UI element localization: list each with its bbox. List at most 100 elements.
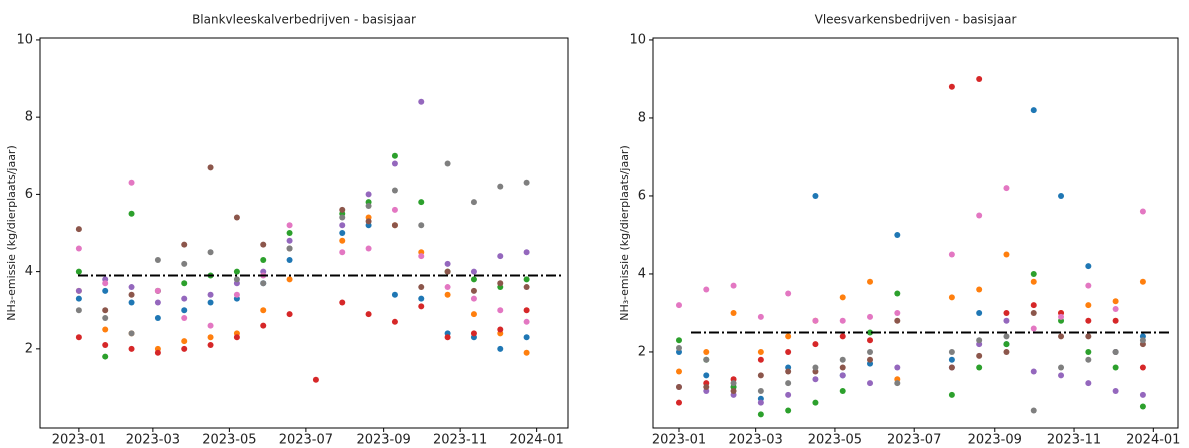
y-tick-label: 2 (25, 341, 33, 356)
data-point (867, 380, 874, 387)
data-point (894, 290, 901, 297)
data-point (497, 345, 504, 352)
y-tick-label: 8 (638, 110, 646, 125)
y-axis-label: NH₃-emissie (kg/dierplaats/jaar) (5, 145, 18, 321)
data-point (1112, 348, 1119, 355)
data-point (948, 294, 955, 301)
data-point (948, 356, 955, 363)
data-point (286, 311, 293, 318)
x-tick-label: 2023-07 (887, 433, 941, 448)
data-point (1085, 317, 1092, 324)
data-point (470, 276, 477, 283)
y-axis-label: NH₃-emissie (kg/dierplaats/jaar) (618, 145, 631, 321)
data-point (730, 309, 737, 316)
data-point (812, 399, 819, 406)
x-tick-label: 2023-07 (279, 433, 333, 448)
data-point (1058, 313, 1065, 320)
data-point (391, 160, 398, 167)
data-point (703, 372, 710, 379)
data-point (1139, 337, 1146, 344)
data-point (391, 187, 398, 194)
chart-title: Blankvleeskalverbedrijven - basisjaar (192, 13, 416, 27)
data-point (418, 98, 425, 105)
data-point (418, 253, 425, 260)
data-point (497, 307, 504, 314)
data-point (1112, 364, 1119, 371)
data-point (523, 249, 530, 256)
data-point (1030, 407, 1037, 414)
data-point (260, 241, 267, 248)
data-point (1030, 368, 1037, 375)
data-point (839, 372, 846, 379)
data-point (470, 287, 477, 294)
data-point (233, 268, 240, 275)
data-point (1085, 302, 1092, 309)
data-point (365, 311, 372, 318)
data-point (75, 295, 82, 302)
data-point (339, 230, 346, 236)
data-point (523, 276, 530, 283)
data-point (207, 164, 214, 171)
data-point (703, 286, 710, 293)
data-point (812, 341, 819, 348)
data-point (976, 352, 983, 359)
data-point (470, 330, 477, 337)
data-point (181, 307, 188, 314)
data-point (757, 411, 764, 418)
data-point (1139, 391, 1146, 398)
data-point (1139, 278, 1146, 285)
data-point (1030, 309, 1037, 316)
data-point (757, 356, 764, 363)
data-point (1139, 364, 1146, 371)
data-point (757, 348, 764, 355)
data-point (339, 299, 346, 306)
data-point (470, 268, 477, 275)
data-point (1003, 251, 1010, 258)
data-point (444, 260, 451, 267)
data-point (812, 376, 819, 383)
data-point (1030, 278, 1037, 285)
y-tick-label: 10 (16, 32, 33, 47)
data-point (839, 333, 846, 340)
data-point (339, 214, 346, 221)
data-point (948, 83, 955, 90)
data-point (785, 407, 792, 414)
data-point (365, 245, 372, 252)
data-point (207, 249, 214, 256)
data-point (839, 294, 846, 301)
data-point (675, 368, 682, 375)
data-point (785, 333, 792, 340)
data-point (1085, 282, 1092, 289)
data-point (757, 399, 764, 406)
data-point (1085, 333, 1092, 340)
y-tick-label: 10 (629, 32, 646, 47)
data-point (154, 349, 161, 356)
x-tick-label: 2024-01 (509, 433, 563, 448)
data-point (497, 280, 504, 287)
x-tick-label: 2023-03 (126, 433, 180, 448)
data-point (75, 287, 82, 294)
data-point (1085, 380, 1092, 387)
data-point (75, 307, 82, 314)
data-point (128, 179, 135, 186)
data-point (233, 214, 240, 221)
data-point (470, 311, 477, 318)
data-point (1139, 403, 1146, 410)
data-point (102, 326, 109, 333)
data-point (418, 222, 425, 229)
data-point (365, 202, 372, 209)
axes-frame (39, 37, 569, 429)
data-point (812, 192, 819, 199)
data-point (128, 330, 135, 337)
data-point (181, 280, 188, 287)
data-point (523, 307, 530, 314)
data-point (207, 299, 214, 306)
data-point (260, 257, 267, 264)
data-point (703, 348, 710, 355)
data-point (867, 313, 874, 320)
axes-frame (652, 37, 1179, 429)
data-point (523, 179, 530, 186)
data-point (675, 384, 682, 391)
data-point (976, 309, 983, 316)
